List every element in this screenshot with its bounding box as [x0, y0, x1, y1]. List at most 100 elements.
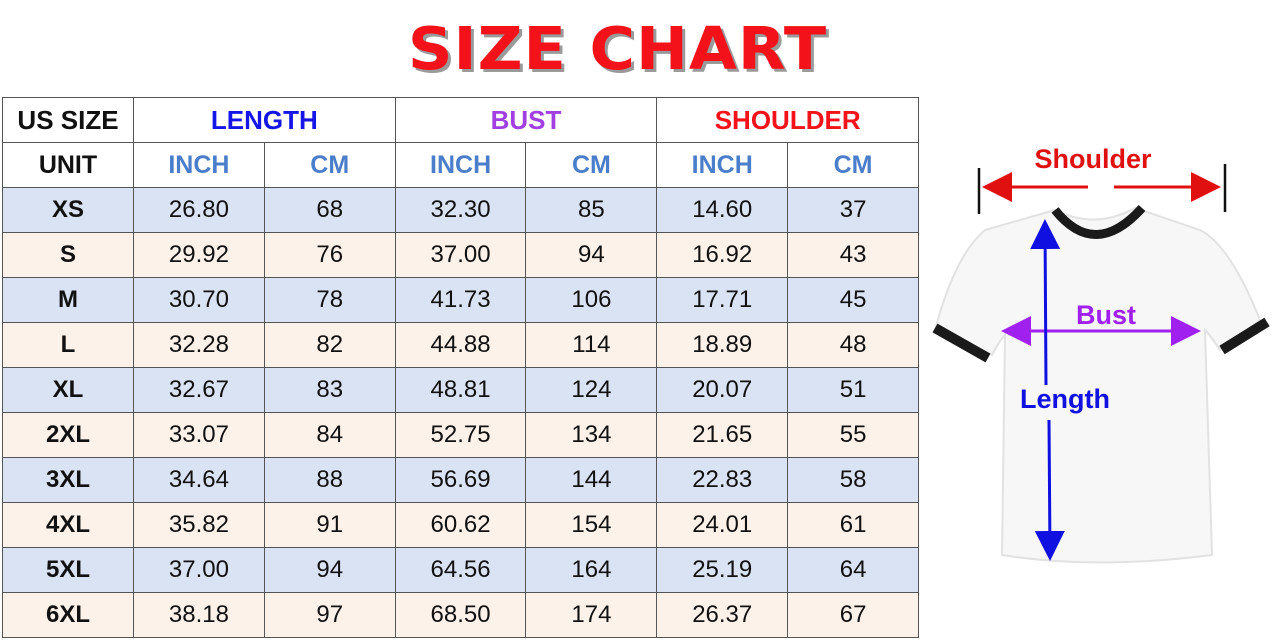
length-arrow-top	[1030, 219, 1061, 386]
length-header: LENGTH	[133, 97, 396, 143]
unit-cell: CM	[263, 142, 396, 188]
length-cm-cell: 83	[263, 367, 396, 413]
unit-cell: CM	[525, 142, 658, 188]
page-title: SIZE CHART	[407, 13, 828, 84]
bust-inch-cell: 52.75	[394, 412, 527, 458]
bust-inch-cell: 48.81	[394, 367, 527, 413]
shoulder-inch-cell: 14.60	[656, 187, 789, 233]
shoulder-inch-cell: 22.83	[656, 457, 789, 503]
table-row: L 32.28 82 44.88 114 18.89 48	[2, 322, 919, 368]
shoulder-inch-cell: 24.01	[656, 502, 789, 548]
length-inch-cell: 29.92	[133, 232, 265, 278]
length-inch-cell: 33.07	[133, 412, 265, 458]
bust-inch-cell: 60.62	[394, 502, 527, 548]
length-inch-cell: 34.64	[133, 457, 265, 503]
size-cell: 4XL	[2, 502, 134, 548]
length-cm-cell: 88	[263, 457, 396, 503]
table-row: 3XL 34.64 88 56.69 144 22.83 58	[2, 457, 919, 503]
shoulder-cm-cell: 43	[787, 232, 919, 278]
size-cell: XL	[2, 367, 134, 413]
shoulder-inch-cell: 21.65	[656, 412, 789, 458]
length-cm-cell: 78	[263, 277, 396, 323]
shoulder-inch-cell: 26.37	[656, 592, 789, 638]
length-inch-cell: 37.00	[133, 547, 265, 593]
size-table: US SIZE LENGTH BUST SHOULDER UNIT INCH C…	[2, 97, 919, 638]
unit-cell: INCH	[656, 142, 789, 188]
shoulder-cm-cell: 45	[787, 277, 919, 323]
us-size-header: US SIZE	[2, 97, 134, 143]
size-cell: S	[2, 232, 134, 278]
table-row: 6XL 38.18 97 68.50 174 26.37 67	[2, 592, 919, 638]
table-row: XS 26.80 68 32.30 85 14.60 37	[2, 187, 919, 233]
table-row: 4XL 35.82 91 60.62 154 24.01 61	[2, 502, 919, 548]
right-sleeve-band	[1219, 317, 1270, 355]
length-cm-cell: 84	[263, 412, 396, 458]
bust-inch-cell: 68.50	[394, 592, 527, 638]
size-cell: 2XL	[2, 412, 134, 458]
shoulder-cm-cell: 37	[787, 187, 919, 233]
shoulder-inch-cell: 16.92	[656, 232, 789, 278]
bust-cm-cell: 114	[525, 322, 658, 368]
bust-cm-cell: 154	[525, 502, 658, 548]
bust-cm-cell: 94	[525, 232, 658, 278]
length-cm-cell: 82	[263, 322, 396, 368]
length-cm-cell: 68	[263, 187, 396, 233]
table-row: XL 32.67 83 48.81 124 20.07 51	[2, 367, 919, 413]
shoulder-inch-cell: 18.89	[656, 322, 789, 368]
size-cell: 6XL	[2, 592, 134, 638]
unit-header: UNIT	[2, 142, 134, 188]
size-cell: 3XL	[2, 457, 134, 503]
table-row: 2XL 33.07 84 52.75 134 21.65 55	[2, 412, 919, 458]
shoulder-label: Shoulder	[1034, 144, 1151, 174]
unit-header-row: UNIT INCH CM INCH CM INCH CM	[2, 142, 919, 188]
length-inch-cell: 35.82	[133, 502, 265, 548]
size-cell: M	[2, 277, 134, 323]
bust-inch-cell: 32.30	[394, 187, 527, 233]
length-label: Length	[1020, 384, 1110, 414]
bust-inch-cell: 37.00	[394, 232, 527, 278]
shoulder-cm-cell: 51	[787, 367, 919, 413]
length-cm-cell: 76	[263, 232, 396, 278]
shoulder-inch-cell: 25.19	[656, 547, 789, 593]
size-cell: 5XL	[2, 547, 134, 593]
length-arrow-bottom	[1034, 419, 1065, 561]
bust-cm-cell: 144	[525, 457, 658, 503]
length-inch-cell: 30.70	[133, 277, 265, 323]
unit-cell: CM	[787, 142, 919, 188]
bust-cm-cell: 164	[525, 547, 658, 593]
bust-cm-cell: 124	[525, 367, 658, 413]
length-cm-cell: 97	[263, 592, 396, 638]
left-sleeve-band	[932, 323, 991, 363]
unit-cell: INCH	[394, 142, 527, 188]
bust-inch-cell: 56.69	[394, 457, 527, 503]
bust-inch-cell: 64.56	[394, 547, 527, 593]
bust-cm-cell: 134	[525, 412, 658, 458]
table-row: 5XL 37.00 94 64.56 164 25.19 64	[2, 547, 919, 593]
length-cm-cell: 91	[263, 502, 396, 548]
bust-header: BUST	[394, 97, 658, 143]
size-cell: XS	[2, 187, 134, 233]
shoulder-cm-cell: 48	[787, 322, 919, 368]
table-row: M 30.70 78 41.73 106 17.71 45	[2, 277, 919, 323]
shoulder-inch-cell: 17.71	[656, 277, 789, 323]
tshirt-diagram: Shoulder Bust Length	[932, 144, 1270, 564]
collar	[1051, 204, 1146, 239]
bust-cm-cell: 106	[525, 277, 658, 323]
size-cell: L	[2, 322, 134, 368]
bust-cm-cell: 85	[525, 187, 658, 233]
table-row: S 29.92 76 37.00 94 16.92 43	[2, 232, 919, 278]
shoulder-cm-cell: 64	[787, 547, 919, 593]
length-inch-cell: 38.18	[133, 592, 265, 638]
length-inch-cell: 32.28	[133, 322, 265, 368]
bust-inch-cell: 41.73	[394, 277, 527, 323]
unit-cell: INCH	[133, 142, 265, 188]
length-inch-cell: 26.80	[133, 187, 265, 233]
bust-inch-cell: 44.88	[394, 322, 527, 368]
shoulder-header: SHOULDER	[656, 97, 919, 143]
bust-label: Bust	[1076, 300, 1136, 330]
shoulder-cm-cell: 58	[787, 457, 919, 503]
group-header-row: US SIZE LENGTH BUST SHOULDER	[2, 97, 919, 143]
shoulder-inch-cell: 20.07	[656, 367, 789, 413]
shoulder-cm-cell: 67	[787, 592, 919, 638]
shoulder-cm-cell: 55	[787, 412, 919, 458]
